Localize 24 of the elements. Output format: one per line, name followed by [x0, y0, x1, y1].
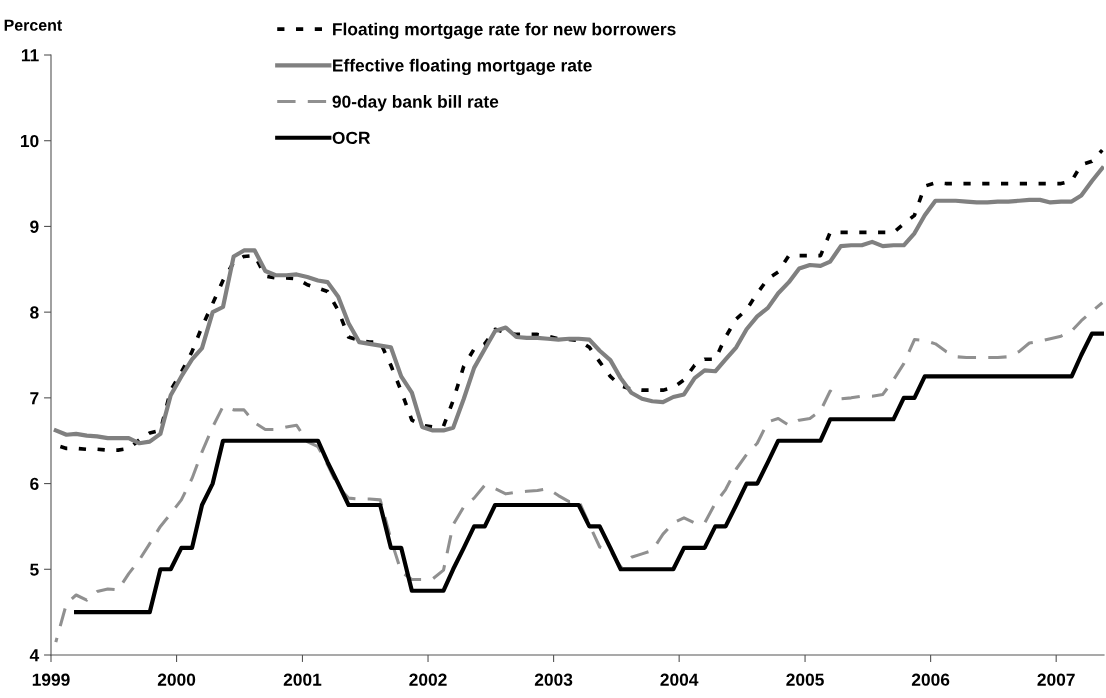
legend-label: OCR [332, 131, 371, 144]
legend-label: 90-day bank bill rate [332, 95, 499, 112]
y-tick-label: 6 [30, 477, 39, 491]
y-tick-label: 4 [29, 649, 40, 662]
y-tick-label: 11 [21, 49, 39, 62]
line-series [74, 331, 1104, 615]
y-tick-label: 8 [30, 306, 39, 319]
x-tick-label: 2004 [660, 673, 699, 686]
x-tick-label: 2003 [534, 673, 573, 686]
x-tick-label: 2005 [786, 673, 824, 686]
y-axis-title: Percent [4, 19, 63, 31]
x-tick-label: 2000 [157, 673, 196, 686]
y-tick-label: 5 [30, 563, 39, 576]
y-tick-label: 7 [30, 392, 39, 405]
legend-label: Effective floating mortgage rate [333, 58, 592, 76]
x-tick-label: 2006 [911, 673, 950, 686]
y-tick-label: 10 [20, 134, 39, 148]
x-tick-label: 2007 [1037, 673, 1075, 686]
x-tick-label: 2002 [409, 673, 447, 686]
x-tick-label: 1999 [32, 673, 70, 686]
line-series [54, 301, 1104, 644]
legend-label: Floating mortgage rate for new borrowers [333, 22, 676, 39]
y-tick-label: 9 [30, 220, 39, 233]
x-tick-label: 2001 [283, 673, 322, 686]
